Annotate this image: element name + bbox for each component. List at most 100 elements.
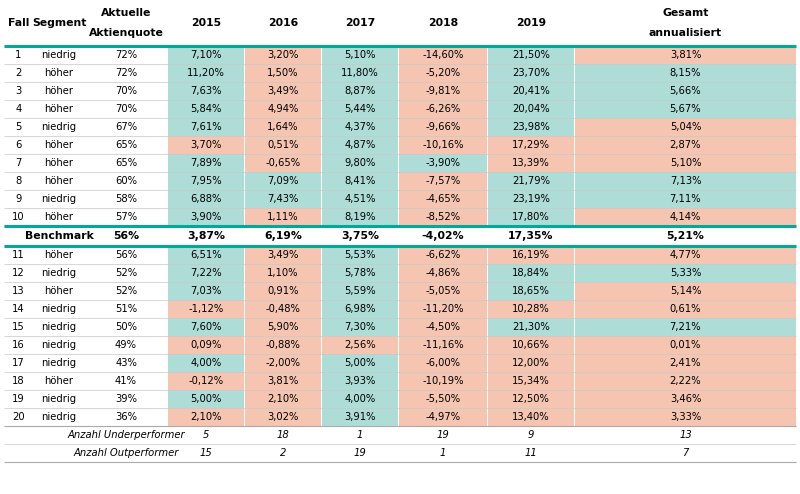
Text: 5,10%: 5,10% <box>344 50 376 60</box>
Bar <box>488 172 574 190</box>
Text: 52%: 52% <box>115 286 137 296</box>
Text: 3,93%: 3,93% <box>344 376 376 386</box>
Text: 15: 15 <box>200 448 212 458</box>
Text: 3,02%: 3,02% <box>267 412 298 422</box>
Text: höher: höher <box>45 212 74 222</box>
Text: 23,70%: 23,70% <box>512 68 550 78</box>
Text: 20: 20 <box>12 412 25 422</box>
Text: 13,40%: 13,40% <box>512 412 550 422</box>
Bar <box>168 354 244 372</box>
Text: 9: 9 <box>15 194 22 204</box>
Text: 65%: 65% <box>115 140 137 150</box>
Text: 15,34%: 15,34% <box>512 376 550 386</box>
Text: niedrig: niedrig <box>42 394 77 404</box>
Bar <box>575 408 796 426</box>
Bar <box>322 136 398 154</box>
Bar <box>245 246 321 264</box>
Bar <box>399 64 487 82</box>
Text: 7: 7 <box>682 448 689 458</box>
Bar <box>488 208 574 226</box>
Bar <box>399 190 487 208</box>
Text: 2015: 2015 <box>191 18 221 28</box>
Bar <box>322 46 398 64</box>
Text: 6,19%: 6,19% <box>264 231 302 241</box>
Bar <box>488 336 574 354</box>
Bar <box>322 64 398 82</box>
Text: 43%: 43% <box>115 358 137 368</box>
Text: 23,19%: 23,19% <box>512 194 550 204</box>
Text: 4: 4 <box>15 104 22 114</box>
Text: 7,21%: 7,21% <box>670 322 702 332</box>
Bar <box>575 136 796 154</box>
Text: 13: 13 <box>12 286 25 296</box>
Text: 6: 6 <box>15 140 22 150</box>
Bar <box>399 282 487 300</box>
Bar <box>245 354 321 372</box>
Text: 19: 19 <box>437 430 450 440</box>
Bar <box>322 282 398 300</box>
Bar <box>399 100 487 118</box>
Text: 7,09%: 7,09% <box>267 176 298 186</box>
Text: 1,50%: 1,50% <box>267 68 298 78</box>
Bar <box>168 136 244 154</box>
Bar <box>168 372 244 390</box>
Bar <box>488 390 574 408</box>
Text: 8,41%: 8,41% <box>344 176 376 186</box>
Text: 67%: 67% <box>115 122 137 132</box>
Bar <box>245 336 321 354</box>
Bar <box>168 208 244 226</box>
Text: niedrig: niedrig <box>42 322 77 332</box>
Bar <box>322 208 398 226</box>
Bar <box>322 336 398 354</box>
Bar <box>168 336 244 354</box>
Text: 7,95%: 7,95% <box>190 176 222 186</box>
Text: 4,87%: 4,87% <box>344 140 376 150</box>
Text: 0,09%: 0,09% <box>190 340 222 350</box>
Text: 2,22%: 2,22% <box>670 376 702 386</box>
Text: 7,89%: 7,89% <box>190 158 222 168</box>
Text: 8,87%: 8,87% <box>344 86 376 96</box>
Text: 56%: 56% <box>115 250 137 260</box>
Text: -5,05%: -5,05% <box>426 286 461 296</box>
Bar <box>245 82 321 100</box>
Text: niedrig: niedrig <box>42 412 77 422</box>
Text: 3,87%: 3,87% <box>187 231 225 241</box>
Text: -4,97%: -4,97% <box>426 412 461 422</box>
Text: niedrig: niedrig <box>42 194 77 204</box>
Text: höher: höher <box>45 158 74 168</box>
Text: 8: 8 <box>15 176 22 186</box>
Text: 18,84%: 18,84% <box>512 268 550 278</box>
Text: 20,04%: 20,04% <box>512 104 550 114</box>
Text: 7,30%: 7,30% <box>344 322 376 332</box>
Bar <box>245 100 321 118</box>
Text: 65%: 65% <box>115 158 137 168</box>
Bar <box>399 46 487 64</box>
Text: 5,21%: 5,21% <box>666 231 705 241</box>
Text: -5,50%: -5,50% <box>426 394 461 404</box>
Text: 0,91%: 0,91% <box>267 286 298 296</box>
Bar <box>168 46 244 64</box>
Text: 60%: 60% <box>115 176 137 186</box>
Text: 4,00%: 4,00% <box>190 358 222 368</box>
Text: 17,29%: 17,29% <box>512 140 550 150</box>
Text: 0,51%: 0,51% <box>267 140 298 150</box>
Text: 5,66%: 5,66% <box>670 86 702 96</box>
Bar <box>399 354 487 372</box>
Text: 19: 19 <box>12 394 25 404</box>
Bar <box>399 390 487 408</box>
Text: 7,11%: 7,11% <box>670 194 702 204</box>
Text: 23,98%: 23,98% <box>512 122 550 132</box>
Text: 39%: 39% <box>115 394 137 404</box>
Text: -0,88%: -0,88% <box>266 340 301 350</box>
Bar <box>488 64 574 82</box>
Bar <box>575 172 796 190</box>
Bar <box>575 100 796 118</box>
Text: 2018: 2018 <box>428 18 458 28</box>
Text: 10,28%: 10,28% <box>512 304 550 314</box>
Bar <box>488 246 574 264</box>
Bar <box>399 264 487 282</box>
Bar <box>168 100 244 118</box>
Bar <box>488 118 574 136</box>
Text: 2,10%: 2,10% <box>190 412 222 422</box>
Bar <box>322 264 398 282</box>
